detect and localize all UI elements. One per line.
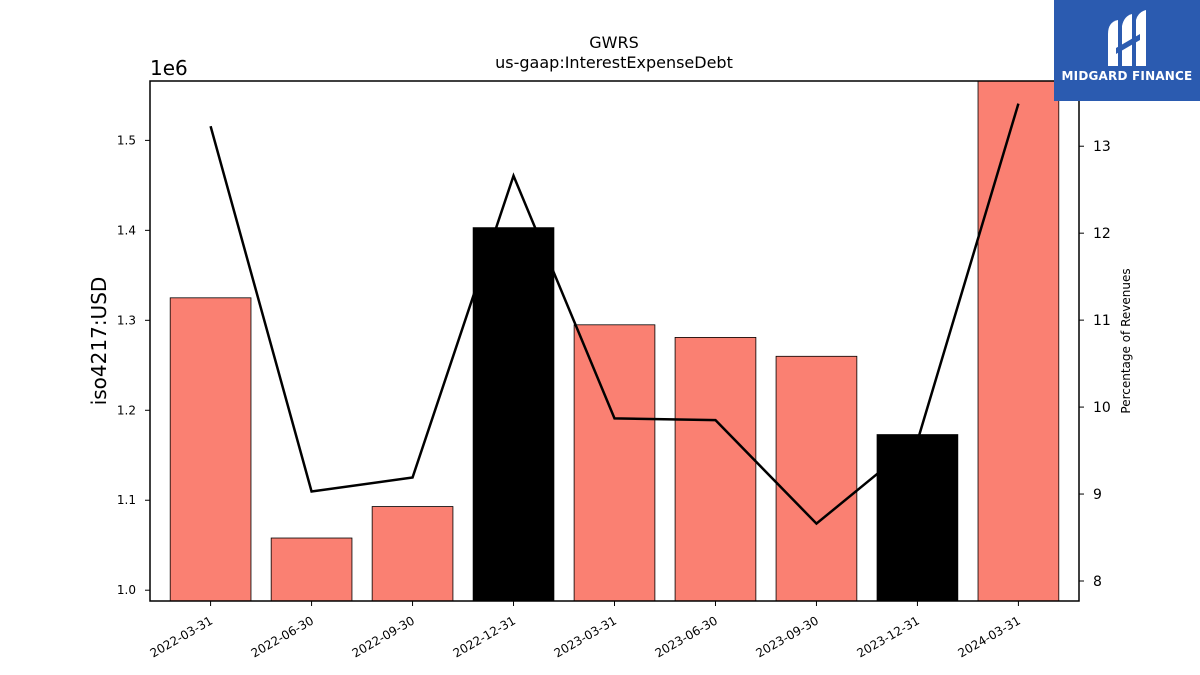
y2-tick-label: 11 [1093,313,1111,329]
bar-2022-03-31 [169,297,252,602]
x-tick-label: 2022-12-31 [451,613,518,660]
bar-2023-06-30 [674,337,757,602]
x-tick-label: 2023-06-30 [653,613,720,660]
x-tick-label: 2023-12-31 [855,613,922,660]
y-tick-label: 1.2 [117,403,136,417]
x-axis: 2022-03-31 2022-06-30 2022-09-30 2022-12-31… [148,601,1023,660]
y2-tick-label: 8 [1093,574,1102,590]
x-tick-label: 2023-09-30 [754,613,821,660]
y-tick-label: 1.3 [117,313,136,327]
bar-2023-12-31 [876,434,959,602]
x-tick-label: 2022-06-30 [249,613,316,660]
bar-group [169,80,1060,602]
bar-2022-06-30 [270,537,353,602]
bar-2022-09-30 [371,506,454,602]
bar-2022-12-31 [472,227,555,602]
x-tick-label: 2022-09-30 [350,613,417,660]
y2-tick-label: 13 [1093,139,1111,155]
y-tick-label: 1.4 [117,223,136,237]
y-axis-right: 8 9 10 11 12 13 [1079,139,1111,590]
y2-axis-label: Percentage of Revenues [1119,268,1133,413]
x-tick-label: 2022-03-31 [148,613,215,660]
chart-title: GWRS [589,33,639,52]
brand-logo: MIDGARD FINANCE [1054,0,1200,101]
percentage-line [209,103,1020,526]
y-axis-label: iso4217:USD [87,277,111,406]
x-tick-label: 2023-03-31 [552,613,619,660]
y-tick-label: 1.0 [117,583,136,597]
line-layer [209,103,1020,526]
chart-subtitle: us-gaap:InterestExpenseDebt [495,53,733,72]
y-offset-label: 1e6 [150,56,188,80]
bar-2024-03-31 [977,80,1060,602]
y2-tick-label: 12 [1093,226,1111,242]
logo-text: MIDGARD FINANCE [1061,69,1193,83]
logo-mark-icon [1108,10,1146,66]
y2-tick-label: 10 [1093,400,1111,416]
y-tick-label: 1.5 [117,133,136,147]
y-tick-label: 1.1 [117,493,136,507]
bar-2023-09-30 [775,355,858,602]
bar-2023-03-31 [573,324,656,602]
y-axis-left: 1.0 1.1 1.2 1.3 1.4 1.5 [117,133,150,597]
y2-tick-label: 9 [1093,487,1102,503]
x-tick-label: 2024-03-31 [956,613,1023,660]
